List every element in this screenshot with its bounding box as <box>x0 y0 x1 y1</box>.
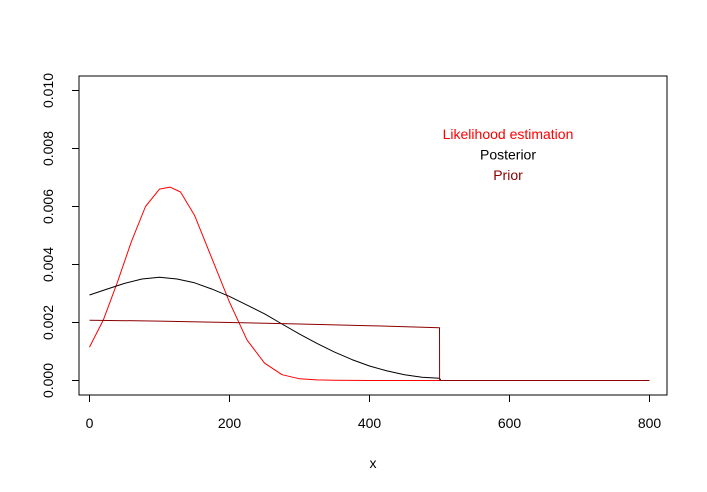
y-axis: 0.000 0.002 0.004 0.006 0.008 0.010 <box>40 73 80 398</box>
series-layer <box>89 186 650 381</box>
legend: Likelihood estimation Posterior Prior <box>443 126 574 183</box>
legend-entry: Prior <box>493 167 523 183</box>
series-line-prior <box>89 319 650 381</box>
y-tick-label: 0.008 <box>40 131 56 166</box>
x-tick-label: 0 <box>86 415 94 431</box>
x-tick-label: 200 <box>218 415 242 431</box>
plot-frame <box>78 75 668 396</box>
x-axis: 0 200 400 600 800 <box>86 394 662 431</box>
legend-entry: Likelihood estimation <box>443 126 574 142</box>
series-line-likelihood-estimation <box>89 186 650 381</box>
legend-entry: Posterior <box>480 147 536 163</box>
x-tick-label: 800 <box>638 415 662 431</box>
x-tick-label: 600 <box>498 415 522 431</box>
series-line-posterior <box>89 276 650 381</box>
x-tick-label: 400 <box>358 415 382 431</box>
y-tick-label: 0.002 <box>40 305 56 340</box>
x-axis-label: x <box>370 455 377 471</box>
y-tick-label: 0.010 <box>40 73 56 108</box>
y-tick-label: 0.000 <box>40 363 56 398</box>
y-tick-label: 0.004 <box>40 247 56 282</box>
y-tick-label: 0.006 <box>40 189 56 224</box>
